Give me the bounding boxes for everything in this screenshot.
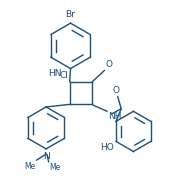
Text: N: N: [43, 152, 49, 161]
Text: O: O: [105, 60, 112, 69]
Text: Cl: Cl: [59, 70, 68, 80]
Text: O: O: [112, 86, 120, 95]
Text: Br: Br: [66, 10, 76, 19]
Text: NH: NH: [108, 112, 122, 121]
Text: Me: Me: [50, 163, 61, 172]
Text: HN: HN: [48, 69, 61, 78]
Text: HO: HO: [100, 143, 114, 152]
Text: Me: Me: [24, 162, 36, 171]
